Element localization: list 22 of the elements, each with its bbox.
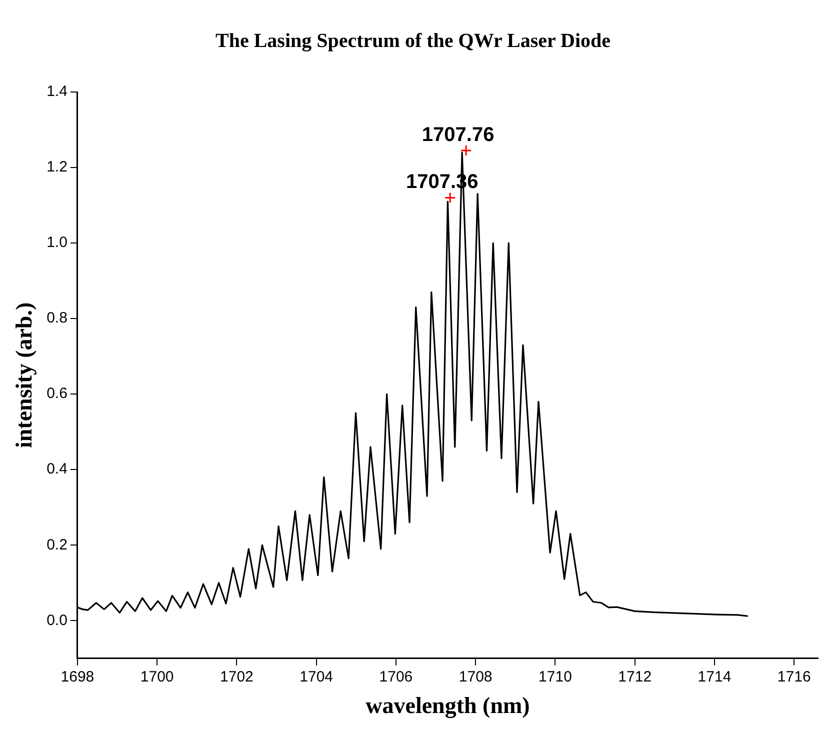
x-tick-label: 1712: [618, 668, 652, 686]
y-tick-label: 0.2: [46, 536, 68, 554]
x-tick-label: 1716: [777, 668, 811, 686]
y-tick-label: 0.8: [46, 310, 68, 327]
y-tick-label: 0.0: [46, 612, 68, 629]
y-tick-label: 1.2: [46, 158, 68, 176]
y-tick-label: 0.4: [46, 460, 68, 478]
x-tick-label: 1708: [458, 668, 492, 686]
annotation: 1707.76: [422, 124, 494, 146]
x-tick-label: 1702: [220, 668, 254, 686]
x-tick-label: 1700: [140, 668, 174, 686]
x-tick-label: 1706: [379, 668, 413, 686]
x-tick-label: 1698: [60, 668, 94, 686]
x-tick-label: 1710: [538, 668, 572, 686]
y-axis-title: intensity (arb.): [12, 302, 37, 448]
y-tick-label: 0.6: [46, 385, 68, 402]
x-tick-label: 1714: [698, 668, 732, 686]
chart-title: The Lasing Spectrum of the QWr Laser Diode: [215, 30, 611, 52]
x-axis-title: wavelength (nm): [366, 693, 530, 720]
x-tick-label: 1704: [300, 668, 334, 686]
y-tick-label: 1.0: [46, 234, 68, 252]
y-tick-label: 1.4: [46, 83, 68, 100]
